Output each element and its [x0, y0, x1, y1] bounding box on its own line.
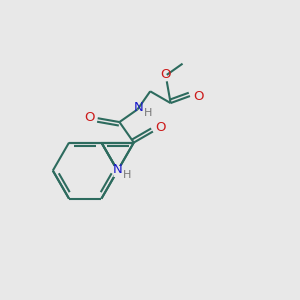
Text: O: O: [160, 68, 170, 81]
Text: O: O: [84, 111, 95, 124]
Text: H: H: [144, 108, 152, 118]
Text: H: H: [123, 170, 131, 180]
Text: O: O: [155, 121, 165, 134]
Text: O: O: [193, 89, 203, 103]
Text: N: N: [113, 163, 122, 176]
Text: N: N: [133, 101, 143, 114]
